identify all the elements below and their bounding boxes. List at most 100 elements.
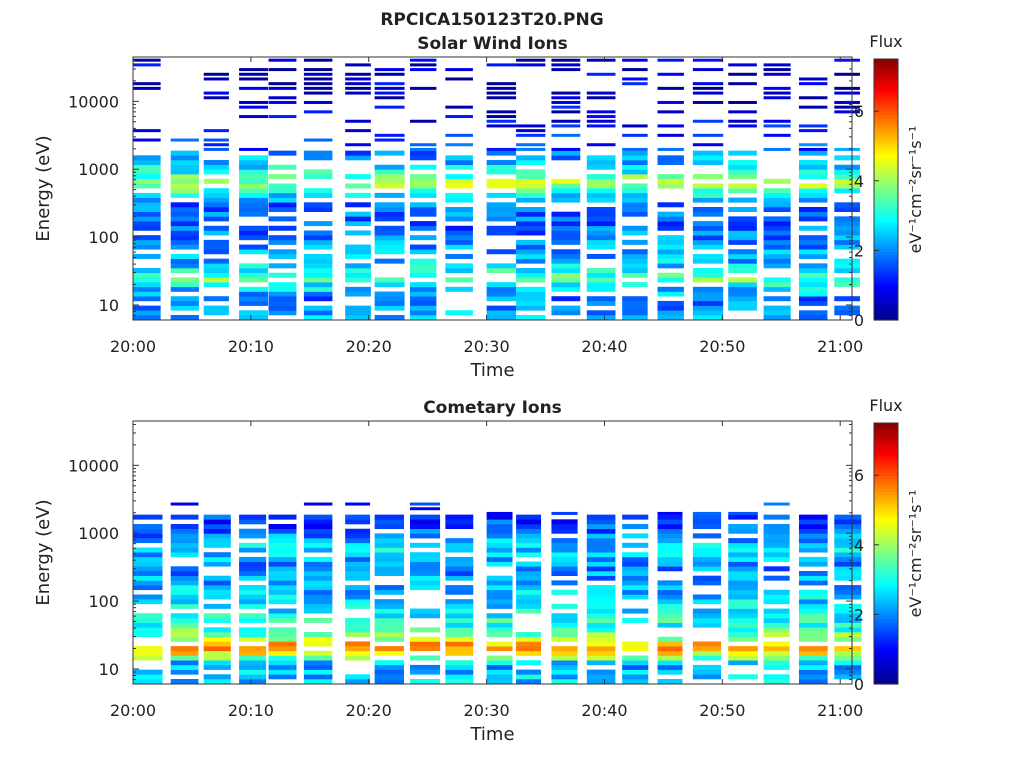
heatmap-cell: [728, 575, 758, 581]
heatmap-cell: [834, 613, 862, 619]
heatmap-cell: [586, 646, 616, 652]
heatmap-cell: [798, 105, 828, 109]
heatmap-cell: [586, 528, 616, 534]
heatmap-cell: [445, 641, 474, 647]
colorbar-step: [874, 75, 898, 80]
heatmap-cell: [763, 528, 790, 534]
heatmap-cell: [622, 589, 649, 595]
heatmap-cell: [170, 669, 199, 675]
heatmap-cell: [798, 277, 828, 283]
heatmap-cell: [834, 556, 862, 562]
heatmap-cell: [303, 188, 333, 194]
heatmap-cell: [834, 244, 860, 250]
heatmap-cell: [303, 239, 333, 245]
heatmap-cell: [516, 305, 546, 311]
heatmap-cell: [170, 230, 199, 236]
heatmap-cell: [303, 72, 333, 76]
heatmap-cell: [303, 542, 333, 548]
heatmap-cell: [203, 655, 231, 661]
heatmap-cell: [133, 650, 163, 656]
heatmap-cell: [798, 282, 828, 288]
heatmap-cell: [239, 542, 267, 548]
colorbar-step: [874, 563, 898, 568]
heatmap-cell: [516, 296, 546, 302]
heatmap-cell: [551, 632, 578, 638]
heatmap-cell: [586, 225, 616, 231]
heatmap-cell: [798, 650, 828, 656]
colorbar-step: [874, 277, 898, 282]
heatmap-cell: [486, 164, 517, 170]
colorbar-step: [874, 147, 898, 151]
heatmap-cell: [303, 68, 333, 72]
heatmap-cell: [303, 533, 333, 539]
heatmap-cell: [268, 664, 297, 670]
heatmap-cell: [728, 594, 758, 600]
heatmap-cell: [409, 291, 437, 297]
heatmap-cell: [798, 660, 828, 666]
heatmap-cell: [692, 580, 722, 586]
heatmap-cell: [763, 239, 791, 245]
heatmap-cell: [409, 566, 441, 572]
heatmap-cell: [551, 225, 581, 231]
heatmap-cell: [374, 86, 405, 90]
heatmap-cell: [798, 169, 828, 175]
heatmap-cell: [303, 263, 333, 269]
heatmap-cell: [345, 277, 371, 283]
heatmap-cell: [622, 305, 648, 311]
heatmap-cell: [486, 86, 517, 90]
heatmap-cell: [445, 164, 473, 170]
heatmap-cell: [728, 305, 757, 311]
heatmap-cell: [203, 533, 231, 539]
colorbar-step: [874, 481, 898, 486]
heatmap-cell: [728, 622, 758, 628]
heatmap-cell: [763, 235, 791, 241]
heatmap-cell: [409, 627, 441, 633]
heatmap-cell: [622, 133, 648, 137]
heatmap-cell: [798, 542, 828, 548]
heatmap-cell: [374, 533, 405, 539]
heatmap-cell: [268, 580, 297, 586]
heatmap-cell: [170, 268, 199, 274]
heatmap-cell: [657, 589, 683, 595]
heatmap-cell: [409, 282, 437, 288]
heatmap-cell: [303, 636, 333, 642]
heatmap-cell: [345, 502, 371, 506]
heatmap-cell: [374, 636, 405, 642]
heatmap-cell: [622, 310, 648, 316]
heatmap-cell: [303, 589, 333, 595]
colorbar-step: [874, 514, 898, 519]
plot-frame: [132, 420, 853, 685]
colorbar-step: [874, 651, 898, 656]
heatmap-cell: [303, 268, 333, 274]
heatmap-cell: [834, 263, 860, 269]
heatmap-cell: [409, 613, 441, 619]
heatmap-cell: [516, 253, 546, 259]
heatmap-cell: [203, 556, 231, 562]
heatmap-cell: [516, 575, 542, 581]
heatmap-cell: [345, 589, 371, 595]
heatmap-cell: [622, 646, 649, 652]
heatmap-cell: [170, 206, 199, 212]
heatmap-cell: [203, 178, 229, 184]
heatmap-cell: [133, 310, 161, 316]
heatmap-cell: [268, 249, 297, 255]
heatmap-cell: [516, 646, 542, 652]
colorbar-tick-label: 4: [854, 536, 864, 555]
heatmap-cell: [445, 669, 474, 675]
heatmap-cell: [133, 617, 163, 623]
heatmap-cell: [239, 519, 267, 525]
heatmap-cell: [834, 519, 862, 525]
heatmap-cell: [345, 155, 371, 161]
heatmap-cell: [834, 603, 862, 609]
heatmap-cell: [834, 110, 860, 114]
heatmap-cell: [133, 646, 163, 652]
heatmap-cell: [551, 183, 581, 189]
heatmap-cell: [486, 230, 517, 236]
heatmap-cell: [409, 570, 441, 576]
heatmap-cell: [374, 300, 405, 306]
heatmap-cell: [622, 585, 649, 591]
heatmap-cell: [345, 650, 371, 656]
heatmap-cell: [203, 72, 229, 76]
colorbar-step: [874, 439, 898, 444]
